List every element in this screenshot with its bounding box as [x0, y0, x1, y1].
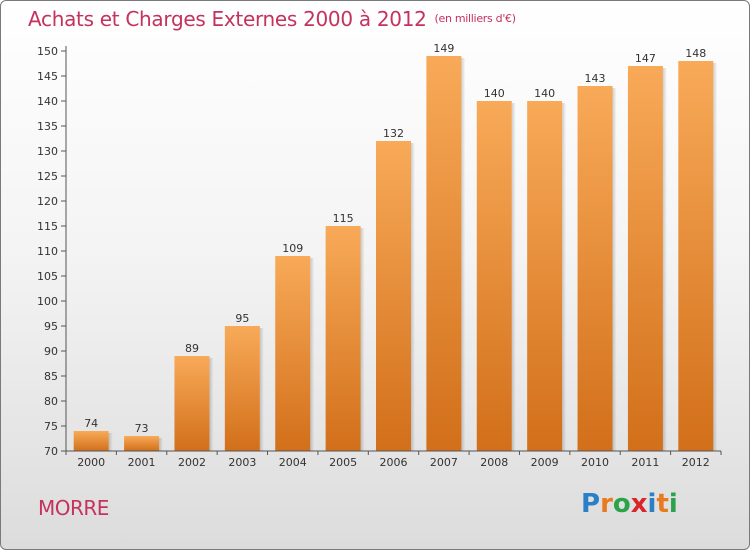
bar-shadow	[159, 438, 164, 451]
x-tick-label: 2003	[228, 456, 256, 469]
y-tick-label: 135	[37, 120, 58, 133]
bar	[275, 256, 311, 451]
bar	[376, 141, 411, 451]
x-tick-label: 2009	[531, 456, 559, 469]
bar	[476, 101, 512, 451]
bar-shadow	[662, 68, 667, 451]
x-tick-label: 2001	[128, 456, 156, 469]
y-tick-label: 120	[37, 195, 58, 208]
value-label: 89	[185, 342, 199, 355]
y-tick-label: 80	[44, 395, 58, 408]
x-tick-label: 2010	[581, 456, 609, 469]
x-tick-label: 2012	[682, 456, 710, 469]
value-label: 140	[484, 87, 505, 100]
chart-title: Achats et Charges Externes 2000 à 2012 (e…	[28, 7, 516, 31]
x-tick-label: 2007	[430, 456, 458, 469]
value-label: 147	[635, 52, 656, 65]
bar	[426, 56, 462, 451]
value-label: 115	[333, 212, 354, 225]
y-tick-label: 115	[37, 220, 58, 233]
value-label: 143	[585, 72, 606, 85]
x-tick-label: 2004	[279, 456, 307, 469]
y-tick-label: 130	[37, 145, 58, 158]
logo-letter: r	[600, 489, 613, 519]
value-label: 74	[84, 417, 98, 430]
bars-group: 74 73 89 95 109 115 132 149 140 140 143 147 148	[73, 42, 718, 451]
logo-letter: o	[612, 489, 631, 519]
proxiti-logo: Proxiti	[581, 489, 678, 519]
y-tick-label: 70	[44, 445, 58, 458]
bar-shadow	[209, 358, 214, 451]
x-tick-label: 2002	[178, 456, 206, 469]
chart-title-text: Achats et Charges Externes 2000 à 2012	[28, 7, 427, 31]
bar-shadow	[461, 58, 466, 451]
logo-letter: x	[630, 489, 648, 519]
bar-shadow	[562, 103, 567, 451]
y-tick-label: 95	[44, 320, 58, 333]
value-label: 149	[433, 42, 454, 55]
value-label: 140	[534, 87, 555, 100]
chart-unit: (en milliers d'€)	[434, 12, 516, 25]
bar	[325, 226, 361, 451]
bar	[577, 86, 613, 451]
y-tick-label: 110	[37, 245, 58, 258]
value-label: 109	[282, 242, 303, 255]
logo-letter: t	[656, 489, 669, 519]
bar-shadow	[511, 103, 516, 451]
commune-name: MORRE	[38, 496, 109, 520]
value-label: 95	[235, 312, 249, 325]
x-tick-label: 2000	[77, 456, 105, 469]
x-tick-label: 2011	[631, 456, 659, 469]
bar-shadow	[360, 228, 365, 451]
x-tick-label: 2006	[380, 456, 408, 469]
bar	[174, 356, 210, 451]
y-tick-label: 145	[37, 70, 58, 83]
logo-letter: P	[581, 489, 601, 519]
value-label: 148	[685, 47, 706, 60]
bar	[527, 101, 563, 451]
bar-shadow	[612, 88, 617, 451]
axes-group: 2000 2001 2002 2003 2004 2005 2006 2007 2008 2009…	[37, 45, 722, 469]
bar-shadow	[259, 328, 264, 451]
bar	[678, 61, 714, 451]
y-tick-label: 150	[37, 45, 58, 58]
x-tick-label: 2005	[329, 456, 357, 469]
logo-letter: i	[668, 489, 678, 519]
bar	[627, 66, 663, 451]
bar	[124, 436, 160, 451]
bar	[224, 326, 260, 451]
logo-letter: i	[647, 489, 657, 519]
bar-shadow	[108, 433, 113, 451]
y-tick-label: 140	[37, 95, 58, 108]
y-tick-label: 75	[44, 420, 58, 433]
value-label: 132	[383, 127, 404, 140]
bar-shadow	[713, 63, 718, 451]
y-tick-label: 90	[44, 345, 58, 358]
y-tick-label: 105	[37, 270, 58, 283]
y-tick-label: 85	[44, 370, 58, 383]
bar	[73, 431, 109, 451]
bar-shadow	[310, 258, 315, 451]
bar-shadow	[411, 143, 415, 451]
y-tick-label: 100	[37, 295, 58, 308]
y-tick-label: 125	[37, 170, 58, 183]
x-tick-label: 2008	[480, 456, 508, 469]
value-label: 73	[135, 422, 149, 435]
